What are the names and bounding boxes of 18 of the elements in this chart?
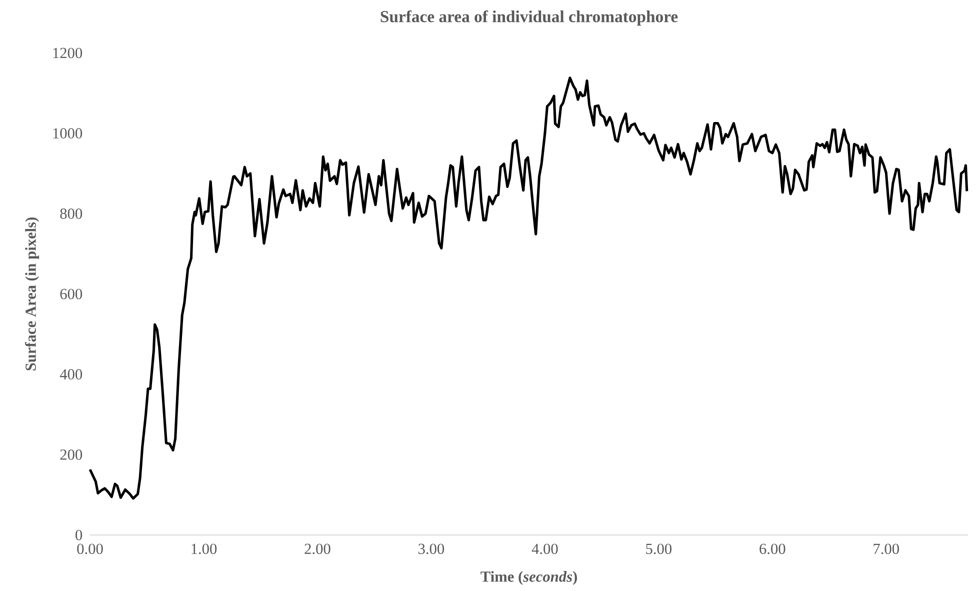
x-tick-label: 5.00: [646, 544, 672, 554]
y-axis-title: Surface Area (in pixels): [24, 218, 40, 370]
y-tick-label: 800: [60, 208, 82, 219]
x-tick-label: 4.00: [532, 544, 558, 554]
y-tick-label: 1000: [53, 128, 82, 138]
x-tick-label: 7.00: [874, 544, 899, 554]
y-tick-label: 600: [60, 288, 82, 300]
y-tick-label: 1200: [53, 48, 82, 58]
y-tick-label: 200: [60, 449, 82, 460]
chart-title: Surface area of individual chromatophore: [380, 10, 678, 26]
x-axis-title: Time (seconds): [480, 571, 577, 585]
x-tick-label: 3.00: [418, 544, 444, 554]
x-tick-label: 0.00: [77, 544, 103, 554]
y-tick-label: 0: [76, 530, 82, 540]
x-tick-label: 1.00: [192, 544, 217, 554]
x-tick-label: 2.00: [304, 544, 330, 554]
y-tick-label: 400: [60, 369, 82, 380]
x-tick-label: 6.00: [760, 544, 786, 554]
